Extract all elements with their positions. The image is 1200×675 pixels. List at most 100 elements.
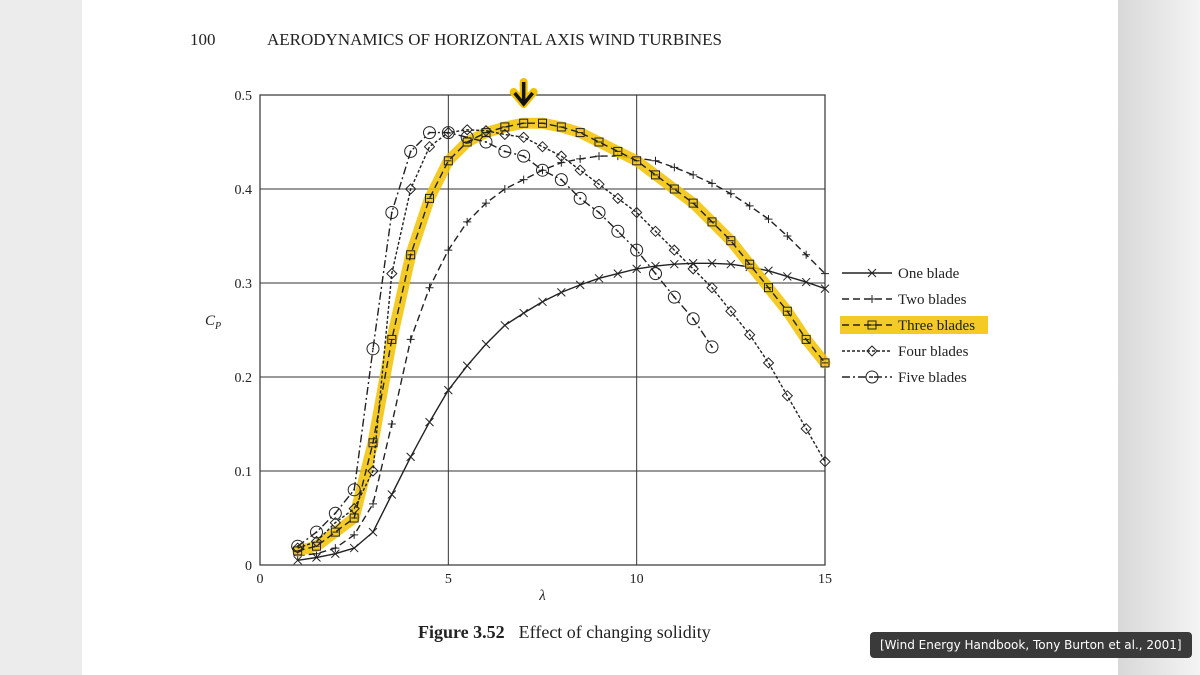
data-point — [367, 465, 379, 477]
data-point — [498, 144, 512, 158]
data-point — [536, 140, 549, 153]
data-point — [649, 225, 662, 238]
data-point — [820, 358, 830, 368]
legend-marker — [867, 320, 877, 330]
data-point — [538, 118, 547, 128]
data-point — [423, 140, 436, 153]
data-point — [461, 124, 473, 136]
data-point — [536, 163, 549, 177]
legend-item: Five blades — [842, 370, 967, 386]
y-tick-label: 0.4 — [235, 183, 253, 198]
data-point — [651, 156, 660, 165]
page-edge-shadow — [1118, 0, 1200, 675]
legend-highlight — [840, 316, 988, 334]
data-point — [291, 542, 304, 554]
data-point — [519, 308, 529, 318]
data-point — [500, 185, 509, 193]
data-point — [331, 544, 340, 553]
data-point-dot — [673, 296, 676, 299]
data-point-dot — [485, 141, 487, 143]
data-point — [819, 455, 831, 468]
data-point — [574, 164, 586, 176]
data-point — [668, 244, 681, 256]
y-tick-label: 0 — [245, 559, 252, 574]
data-point — [556, 122, 566, 132]
legend-marker — [865, 370, 879, 384]
data-point — [406, 335, 415, 344]
data-point — [802, 250, 811, 259]
data-point — [425, 417, 434, 427]
data-point — [328, 506, 342, 520]
data-point — [632, 264, 642, 274]
data-point — [368, 438, 378, 448]
series-line — [297, 129, 826, 549]
data-point — [800, 422, 812, 435]
data-point — [444, 246, 453, 255]
data-point — [613, 269, 623, 278]
data-point — [594, 137, 604, 147]
data-point — [783, 232, 792, 240]
running-head: AERODYNAMICS OF HORIZONTAL AXIS WIND TUR… — [267, 30, 722, 49]
data-point — [630, 206, 643, 219]
data-point — [404, 144, 418, 158]
data-point — [538, 297, 547, 307]
data-point — [689, 170, 698, 179]
down-arrow-icon — [513, 82, 535, 107]
x-tick-label: 0 — [257, 572, 264, 587]
data-point — [348, 502, 360, 515]
data-point — [517, 131, 530, 144]
data-point — [707, 217, 717, 227]
y-tick-label: 0.5 — [235, 89, 253, 104]
data-point — [611, 224, 625, 238]
legend-marker — [868, 295, 876, 303]
x-tick-label: 10 — [630, 572, 644, 587]
series-five-blades — [291, 126, 719, 553]
data-point — [726, 236, 736, 246]
data-point — [404, 183, 417, 195]
data-point — [726, 259, 736, 269]
data-point — [423, 126, 436, 140]
data-point — [782, 272, 792, 281]
data-point — [291, 539, 305, 553]
data-point — [387, 420, 396, 428]
data-point-dot — [447, 131, 450, 134]
data-point — [330, 549, 340, 559]
data-point — [686, 312, 700, 326]
y-axis-label-subscript: P — [214, 321, 221, 332]
plot-frame — [259, 94, 826, 566]
data-point — [707, 258, 717, 268]
data-point — [613, 146, 623, 156]
data-point-dot — [616, 230, 619, 233]
series-four-blades — [291, 124, 831, 554]
data-point-dot — [390, 211, 393, 214]
legend-marker — [867, 268, 877, 278]
data-point — [349, 543, 359, 553]
data-point-dot — [635, 249, 638, 252]
data-point — [519, 118, 529, 128]
data-point — [350, 530, 359, 539]
data-point — [481, 339, 491, 349]
data-point — [632, 156, 642, 166]
data-point — [706, 281, 718, 294]
y-tick-label: 0.2 — [235, 371, 253, 386]
data-point-dot — [466, 136, 469, 139]
data-point — [595, 152, 603, 161]
data-point — [573, 191, 587, 205]
data-point — [499, 128, 511, 141]
data-point — [310, 525, 323, 539]
data-point — [460, 130, 474, 144]
data-point — [482, 199, 490, 208]
legend-label: Four blades — [898, 344, 969, 360]
series-three-blades — [292, 117, 831, 557]
data-point — [688, 198, 698, 208]
data-point — [743, 328, 756, 341]
series-one-blade — [293, 258, 830, 565]
legend-label: One blade — [898, 266, 960, 282]
data-point — [592, 206, 606, 219]
data-point — [781, 390, 794, 402]
data-point — [442, 126, 455, 139]
page-number: 100 — [190, 30, 216, 49]
data-point — [443, 385, 453, 395]
data-point-dot — [296, 545, 299, 548]
